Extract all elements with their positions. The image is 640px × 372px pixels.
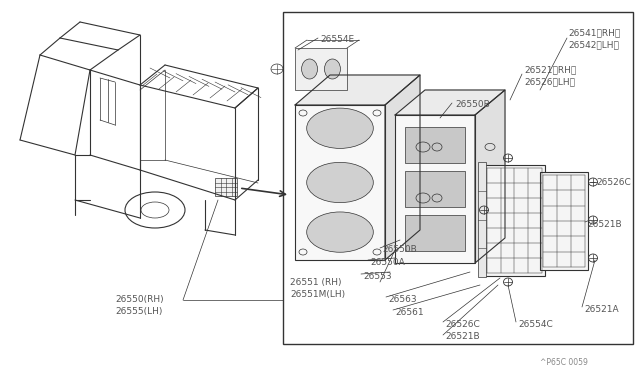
Bar	[295, 105, 385, 260]
Text: 26554C: 26554C	[518, 320, 553, 329]
Bar	[405, 171, 465, 207]
Text: 26551 (RH): 26551 (RH)	[290, 278, 342, 287]
Text: 26521〈RH〉: 26521〈RH〉	[524, 65, 576, 74]
Polygon shape	[475, 90, 505, 263]
Text: 26561: 26561	[395, 308, 424, 317]
Text: 26542〈LH〉: 26542〈LH〉	[568, 40, 619, 49]
Ellipse shape	[324, 59, 340, 79]
Text: 26563: 26563	[388, 295, 417, 304]
Text: 26551M(LH): 26551M(LH)	[290, 290, 345, 299]
Bar	[478, 162, 486, 277]
Polygon shape	[385, 75, 420, 260]
Text: 26521B: 26521B	[445, 332, 479, 341]
Text: 26550B: 26550B	[382, 245, 417, 254]
Ellipse shape	[307, 212, 373, 252]
Polygon shape	[395, 90, 505, 115]
Bar	[540, 172, 588, 270]
Bar	[484, 165, 545, 276]
Polygon shape	[295, 75, 420, 105]
Text: 26550A: 26550A	[370, 258, 404, 267]
Ellipse shape	[307, 162, 373, 203]
Text: 26526〈LH〉: 26526〈LH〉	[524, 77, 575, 86]
Text: 26555(LH): 26555(LH)	[115, 307, 163, 316]
Bar	[405, 215, 465, 251]
Ellipse shape	[301, 59, 317, 79]
Text: 26550(RH): 26550(RH)	[115, 295, 164, 304]
Bar	[405, 127, 465, 163]
Text: 26521B: 26521B	[587, 220, 621, 229]
Text: ^P65C 0059: ^P65C 0059	[540, 358, 588, 367]
Text: 26526C: 26526C	[445, 320, 480, 329]
Bar	[295, 48, 347, 90]
Text: 26554E: 26554E	[320, 35, 354, 44]
Text: 26521A: 26521A	[584, 305, 619, 314]
Bar	[395, 115, 475, 263]
Text: 26550B: 26550B	[455, 100, 490, 109]
Ellipse shape	[307, 108, 373, 148]
Text: 26526C: 26526C	[596, 178, 631, 187]
Bar	[215, 178, 237, 196]
Bar	[283, 12, 633, 344]
Text: 26541〈RH〉: 26541〈RH〉	[568, 28, 620, 37]
Text: 26553: 26553	[363, 272, 392, 281]
